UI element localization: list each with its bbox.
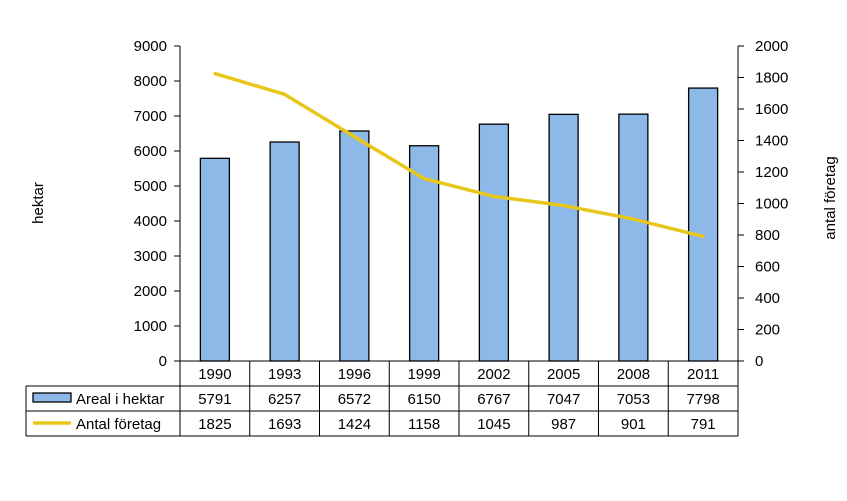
bar [478, 123, 510, 362]
right-y-axis: 0 200 400 600 800 1000 1200 1400 1600 1800 2000 [737, 38, 788, 370]
line-point [701, 234, 705, 238]
bar-value-label: 7047 [547, 391, 580, 408]
category-label: 2005 [547, 366, 580, 383]
category-label: 2008 [617, 366, 650, 383]
line-point [631, 217, 635, 221]
line-point [422, 177, 426, 181]
bar-value-label: 6572 [338, 391, 371, 408]
left-tick-label: 3000 [134, 248, 167, 265]
line-value-label: 1158 [408, 416, 440, 433]
line-value-label: 1045 [477, 416, 510, 433]
left-tick-label: 2000 [134, 283, 167, 300]
category-label: 1996 [338, 366, 371, 383]
bar-series [199, 87, 719, 362]
left-tick-label: 0 [159, 353, 167, 370]
bar-value-label: 6767 [477, 391, 510, 408]
left-tick-label: 1000 [134, 318, 167, 335]
data-table: 1990 1993 1996 1999 2002 2005 2008 2011 Areal i … [25, 360, 739, 437]
line-point [283, 92, 287, 96]
bar [548, 113, 579, 362]
bar [339, 130, 370, 362]
right-tick-label: 1400 [755, 133, 788, 150]
right-tick-label: 2000 [755, 38, 788, 55]
bar-legend-swatch [32, 392, 72, 403]
category-label: 2002 [477, 366, 510, 383]
line-value-label: 1424 [338, 416, 371, 433]
right-tick-label: 1600 [755, 101, 788, 118]
category-label: 1990 [198, 366, 231, 383]
category-label: 1999 [407, 366, 440, 383]
right-tick-label: 1200 [755, 164, 788, 181]
right-tick-label: 0 [755, 353, 763, 370]
left-axis-label: hektar [30, 182, 47, 224]
line-legend-label: Antal företag [76, 416, 161, 433]
bar-value-label: 7053 [617, 391, 650, 408]
bar [199, 157, 231, 362]
right-axis-label: antal företag [822, 156, 839, 239]
left-y-axis: 0 1000 2000 3000 4000 5000 6000 7000 8000 9000 [134, 38, 181, 370]
right-tick-label: 1000 [755, 196, 788, 213]
left-tick-label: 4000 [134, 213, 167, 230]
right-tick-label: 200 [755, 322, 780, 339]
left-tick-label: 8000 [134, 73, 167, 90]
line-series [213, 71, 705, 239]
left-tick-label: 7000 [134, 108, 167, 125]
line-point [213, 72, 217, 76]
left-tick-label: 9000 [134, 38, 167, 55]
line-point [352, 135, 356, 139]
line-value-label: 987 [551, 416, 576, 433]
line-value-label: 791 [691, 416, 716, 433]
right-tick-label: 1800 [755, 70, 788, 87]
right-tick-label: 800 [755, 227, 780, 244]
bar-legend-label: Areal i hektar [76, 391, 164, 408]
bar-value-label: 6150 [407, 391, 440, 408]
category-label: 1993 [268, 366, 301, 383]
line-value-label: 1693 [268, 416, 301, 433]
bar-value-label: 5791 [198, 391, 231, 408]
left-tick-label: 5000 [134, 178, 167, 195]
line-point [492, 194, 496, 198]
bar-value-label: 7798 [686, 391, 719, 408]
bar [618, 113, 649, 362]
line-value-label: 1825 [198, 416, 231, 433]
line-path [214, 71, 704, 239]
category-label: 2011 [687, 366, 719, 383]
right-tick-label: 600 [755, 259, 780, 276]
line-value-label: 901 [621, 416, 646, 433]
bar [687, 87, 719, 362]
bar [269, 141, 300, 362]
bar-value-label: 6257 [268, 391, 301, 408]
line-point [562, 204, 566, 208]
right-tick-label: 400 [755, 290, 780, 307]
left-tick-label: 6000 [134, 143, 167, 160]
